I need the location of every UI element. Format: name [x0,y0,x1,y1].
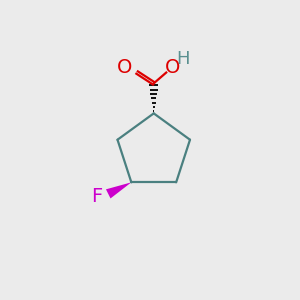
Text: O: O [116,58,132,77]
Text: H: H [176,50,189,68]
Text: F: F [92,187,103,206]
Polygon shape [106,182,131,198]
Text: O: O [164,58,180,77]
